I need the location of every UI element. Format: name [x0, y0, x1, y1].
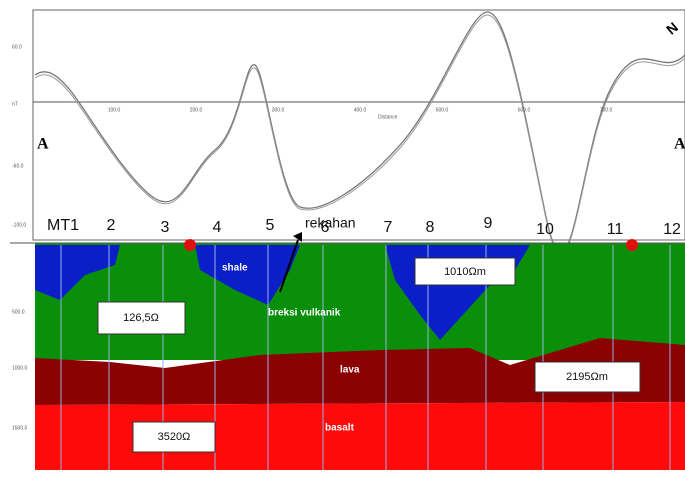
resistivity-label: 2195Ωm — [566, 371, 608, 383]
x-tick-label: 100.0 — [108, 107, 121, 113]
profile-label: A — [674, 136, 685, 153]
station-label: 3 — [161, 219, 170, 236]
x-tick-label: 200.0 — [190, 107, 203, 113]
x-tick-label: 700.0 — [600, 107, 613, 113]
depth-tick-label: 500.0 — [12, 309, 25, 315]
station-label: MT1 — [47, 217, 79, 234]
value-box — [97, 301, 186, 335]
value-box — [414, 257, 516, 286]
station-label: 10 — [536, 221, 554, 238]
profile-frame — [32, 9, 685, 241]
layer-label: breksi vulkanik — [268, 308, 341, 319]
x-tick-label: 400.0 — [354, 107, 367, 113]
station-label: 2 — [107, 217, 116, 234]
profile-label: A — [37, 136, 49, 153]
shale-body — [195, 245, 300, 305]
station-label: 5 — [266, 217, 275, 234]
value-box — [132, 421, 216, 453]
station-label: 4 — [213, 219, 222, 236]
value-box — [534, 361, 641, 393]
x-tick-label: 500.0 — [436, 107, 449, 113]
y-tick-label: nT — [12, 101, 18, 107]
y-tick-label: -100.0 — [12, 222, 26, 228]
station-label: 11 — [607, 221, 624, 238]
depth-tick-label: 1000.0 — [12, 365, 28, 371]
marker — [626, 239, 638, 251]
lava-layer — [35, 338, 685, 405]
shale-body — [35, 245, 120, 300]
station-label: 12 — [663, 221, 681, 238]
fault-label: rekahan — [305, 215, 356, 231]
x-tick-label: 600.0 — [518, 107, 531, 113]
profile-curve-2 — [34, 14, 685, 256]
x-tick-label: 300.0 — [272, 107, 285, 113]
x-axis-label: Distance — [378, 114, 398, 120]
station-label: 9 — [484, 215, 493, 232]
layer-label: shale — [222, 263, 248, 274]
y-tick-label: 60.0 — [12, 44, 22, 50]
fault-arrow — [279, 239, 299, 293]
resistivity-label: 1010Ωm — [444, 266, 486, 278]
marker — [184, 239, 196, 251]
basalt-layer — [35, 402, 685, 470]
y-tick-label: -60.0 — [12, 163, 24, 169]
resistivity-label: 126,5Ω — [123, 312, 159, 324]
layer-label: lava — [340, 365, 360, 376]
layer-label: basalt — [325, 423, 355, 434]
station-label: 8 — [426, 219, 435, 236]
resistivity-label: 3520Ω — [158, 431, 191, 443]
arrowhead — [293, 232, 302, 242]
station-label: 6 — [321, 219, 330, 236]
depth-tick-label: 1500.0 — [12, 425, 28, 431]
station-label: 7 — [384, 219, 393, 236]
